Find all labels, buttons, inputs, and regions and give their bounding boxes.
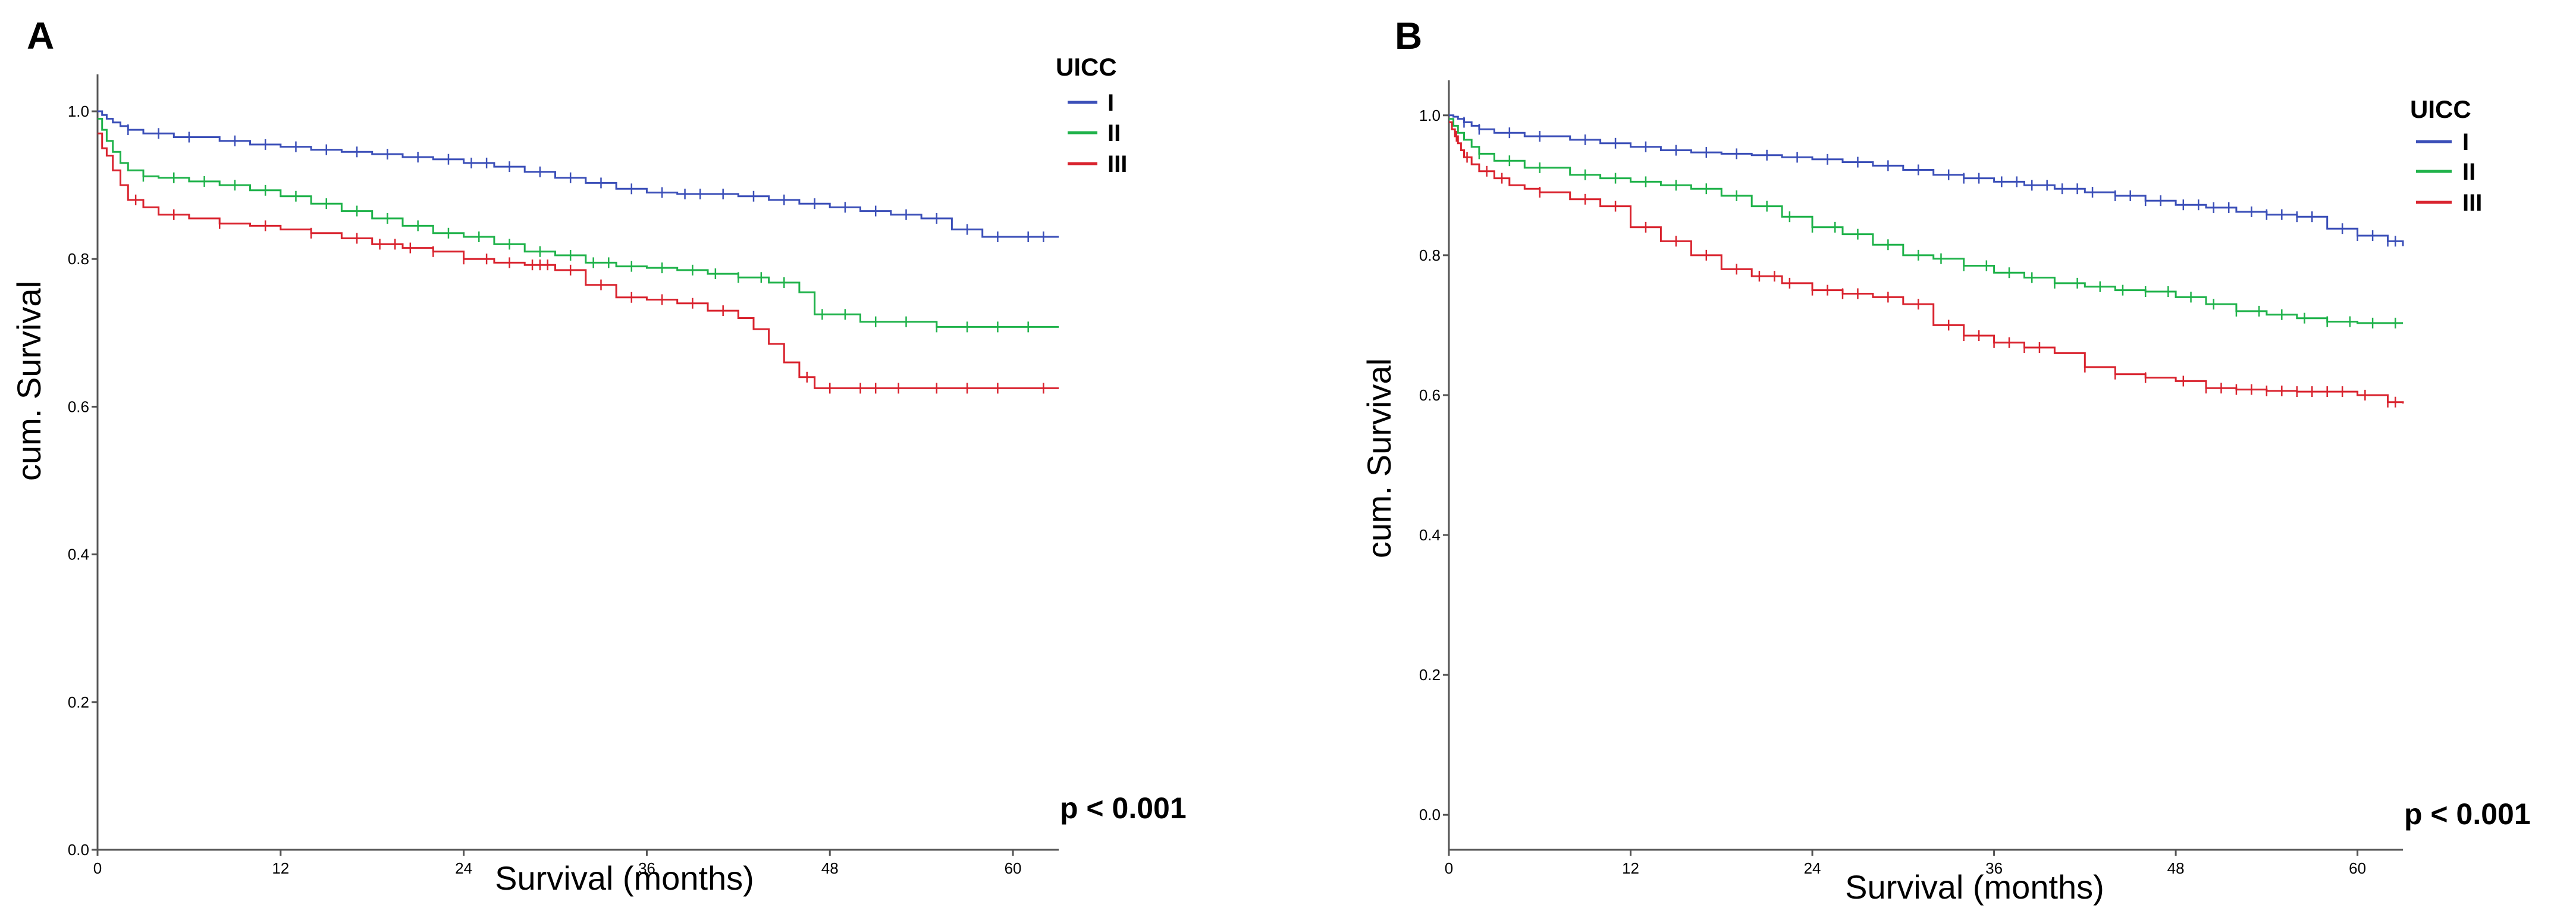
legend-label: II xyxy=(2462,159,2475,185)
y-tick-label: 0.0 xyxy=(68,841,89,859)
survival-curve xyxy=(98,110,1059,238)
chart-panel-b: B 0.0 0.2 0.4 0.6 0.8 1.0 0 12 24 36 48 60 Survival (… xyxy=(1360,14,2531,906)
x-tick-label: 12 xyxy=(272,859,289,877)
y-tick-label: 0.2 xyxy=(68,693,89,711)
y-tick-label: 0.6 xyxy=(1419,386,1441,404)
y-tick-label: 0.6 xyxy=(68,398,89,415)
survival-curve xyxy=(98,132,1059,389)
survival-curve xyxy=(1449,118,2403,324)
x-tick-label: 12 xyxy=(1622,859,1639,877)
series-iii xyxy=(98,132,1059,394)
p-value-annotation: p < 0.001 xyxy=(1060,791,1187,825)
y-tick-label: 0.8 xyxy=(1419,246,1441,264)
legend-title: UICC xyxy=(1056,53,1117,81)
y-tick-label: 1.0 xyxy=(68,102,89,120)
chart-panel-a: A 0.0 0.2 0.4 0.6 0.8 1.0 0 12 24 36 48 60 Survival (… xyxy=(10,14,1187,897)
y-tick-label: 0.2 xyxy=(1419,666,1441,684)
y-axis-title: cum. Survival xyxy=(10,281,48,481)
x-tick-label: 36 xyxy=(638,859,655,877)
series-iii xyxy=(1449,121,2404,408)
panel-label: A xyxy=(27,14,54,57)
legend-label: I xyxy=(1107,90,1114,116)
y-tick-label: 0.4 xyxy=(68,546,89,564)
legend-title: UICC xyxy=(2410,95,2471,123)
panel-label: B xyxy=(1395,14,1422,57)
x-axis-title: Survival (months) xyxy=(495,859,754,897)
series-ii xyxy=(98,118,1059,333)
x-tick-label: 48 xyxy=(821,859,839,877)
x-tick-label: 36 xyxy=(1985,859,2003,877)
legend-label: III xyxy=(2462,190,2482,216)
survival-curve xyxy=(1449,121,2404,404)
legend-label: III xyxy=(1107,151,1127,177)
y-tick-label: 0.8 xyxy=(68,250,89,268)
p-value-annotation: p < 0.001 xyxy=(2404,797,2531,831)
y-tick-label: 0.0 xyxy=(1419,806,1441,824)
y-tick-label: 0.4 xyxy=(1419,526,1441,544)
y-tick-label: 1.0 xyxy=(1419,107,1441,124)
x-tick-label: 60 xyxy=(1005,859,1022,877)
y-axis-title: cum. Survival xyxy=(1360,358,1398,558)
series-i xyxy=(1449,114,2404,247)
legend-label: I xyxy=(2462,129,2469,155)
series-i xyxy=(98,110,1059,243)
x-tick-label: 60 xyxy=(2349,859,2366,877)
legend-label: II xyxy=(1107,120,1121,146)
series-ii xyxy=(1449,118,2403,328)
x-tick-label: 0 xyxy=(93,859,102,877)
x-tick-label: 24 xyxy=(1804,859,1821,877)
x-tick-label: 48 xyxy=(2167,859,2185,877)
survival-curve xyxy=(1449,114,2404,246)
x-axis-title: Survival (months) xyxy=(1845,868,2104,906)
x-tick-label: 0 xyxy=(1445,859,1453,877)
x-tick-label: 24 xyxy=(455,859,472,877)
survival-curve xyxy=(98,118,1059,328)
